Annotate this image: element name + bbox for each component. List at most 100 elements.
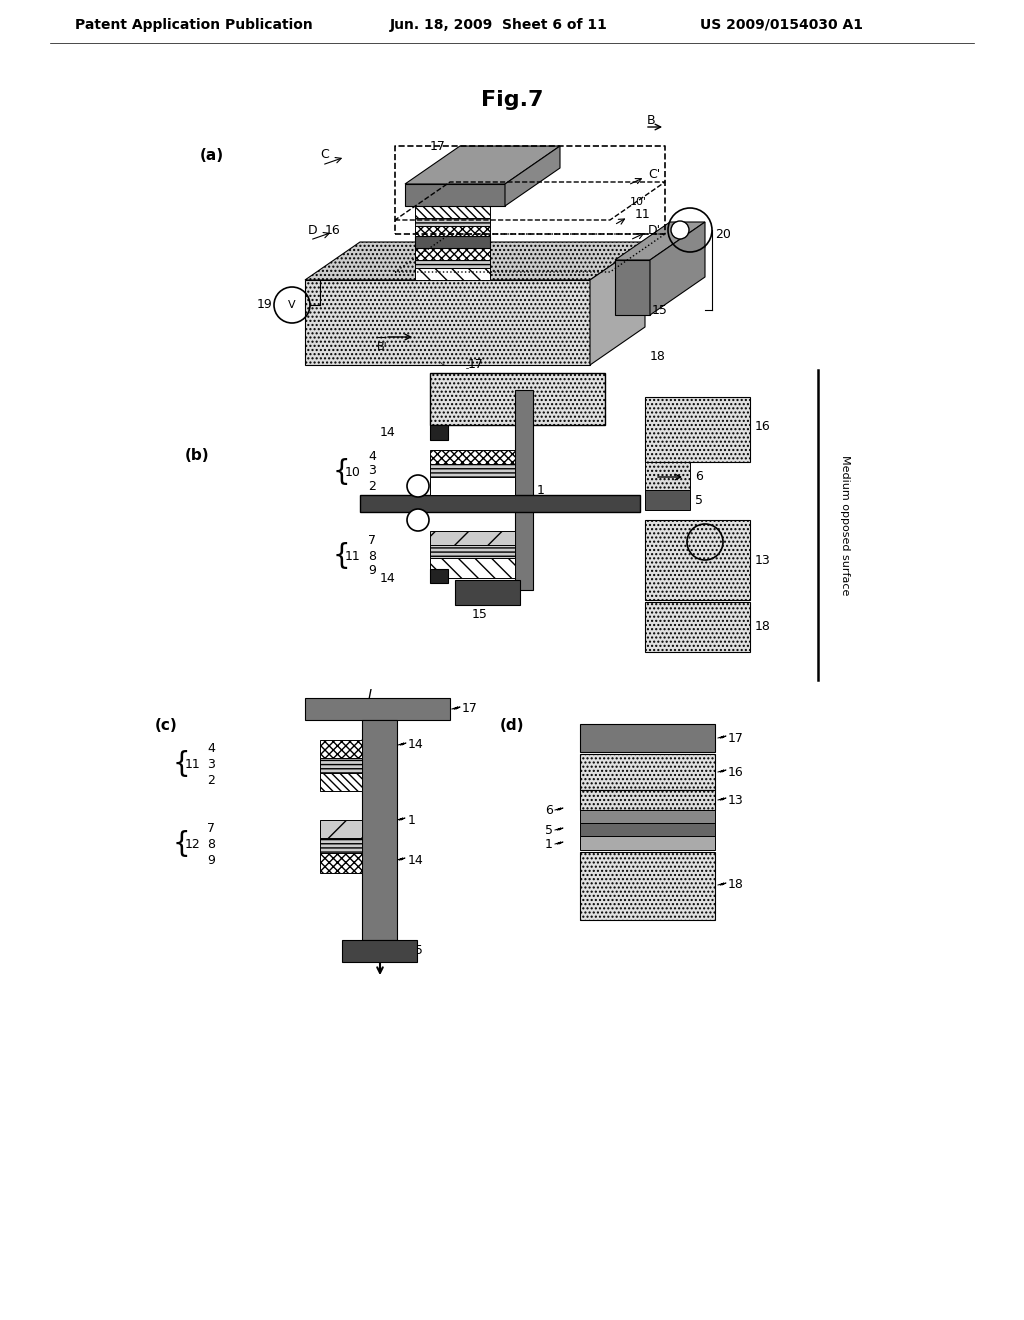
Bar bbox=[645, 520, 750, 601]
Text: 15: 15 bbox=[408, 944, 424, 957]
Text: 8: 8 bbox=[207, 837, 215, 850]
Text: 17: 17 bbox=[430, 140, 445, 153]
Bar bbox=[415, 268, 490, 280]
Text: {: { bbox=[173, 750, 190, 777]
Bar bbox=[430, 477, 515, 495]
Text: 18: 18 bbox=[728, 879, 743, 891]
Text: 5: 5 bbox=[695, 494, 703, 507]
Text: 3: 3 bbox=[368, 465, 376, 478]
Text: (c): (c) bbox=[155, 718, 178, 733]
Text: 13: 13 bbox=[728, 793, 743, 807]
Text: 15: 15 bbox=[472, 609, 487, 622]
Text: {: { bbox=[173, 830, 190, 858]
Bar bbox=[342, 940, 417, 962]
Bar bbox=[645, 490, 690, 510]
Bar bbox=[362, 719, 397, 940]
Polygon shape bbox=[305, 242, 645, 280]
Bar bbox=[430, 450, 515, 465]
Text: Medium opposed surface: Medium opposed surface bbox=[840, 455, 850, 595]
Text: C': C' bbox=[648, 169, 660, 181]
Bar bbox=[580, 723, 715, 752]
Text: (d): (d) bbox=[500, 718, 524, 733]
Text: 4: 4 bbox=[207, 742, 215, 755]
Text: V: V bbox=[701, 537, 709, 546]
Bar bbox=[430, 558, 515, 578]
Text: 14: 14 bbox=[380, 572, 395, 585]
Text: 17: 17 bbox=[728, 731, 743, 744]
Text: 1: 1 bbox=[537, 483, 545, 496]
Bar bbox=[615, 260, 650, 315]
Polygon shape bbox=[305, 280, 590, 366]
Text: 2: 2 bbox=[368, 480, 376, 494]
Text: 10': 10' bbox=[630, 197, 647, 207]
Circle shape bbox=[671, 220, 689, 239]
Bar bbox=[430, 465, 515, 477]
Bar bbox=[430, 425, 449, 440]
Text: Fig.7: Fig.7 bbox=[480, 90, 544, 110]
Text: US 2009/0154030 A1: US 2009/0154030 A1 bbox=[700, 18, 863, 32]
Text: 11: 11 bbox=[635, 209, 650, 222]
Bar bbox=[319, 741, 362, 758]
Text: B': B' bbox=[377, 342, 388, 352]
Bar bbox=[430, 545, 515, 558]
Bar bbox=[319, 758, 362, 774]
Bar bbox=[319, 774, 362, 791]
Text: (b): (b) bbox=[185, 447, 210, 462]
Text: 16: 16 bbox=[755, 421, 771, 433]
Text: (a): (a) bbox=[200, 148, 224, 162]
Text: 17: 17 bbox=[462, 702, 478, 715]
Text: B: B bbox=[647, 114, 655, 127]
Text: 12: 12 bbox=[185, 837, 201, 850]
Bar bbox=[580, 754, 715, 789]
Text: 7: 7 bbox=[207, 821, 215, 834]
Text: D': D' bbox=[648, 223, 662, 236]
Bar bbox=[430, 374, 605, 425]
Text: 17: 17 bbox=[468, 359, 484, 371]
Text: 9: 9 bbox=[368, 564, 376, 577]
Text: 18: 18 bbox=[755, 620, 771, 634]
Bar bbox=[360, 495, 640, 512]
Text: 1: 1 bbox=[545, 837, 553, 850]
Bar bbox=[580, 836, 715, 850]
Bar bbox=[645, 602, 750, 652]
Bar bbox=[580, 851, 715, 920]
Bar bbox=[415, 236, 490, 248]
Bar bbox=[580, 789, 715, 810]
Text: 11: 11 bbox=[185, 758, 201, 771]
Text: 20: 20 bbox=[715, 227, 731, 240]
Text: 4: 4 bbox=[368, 450, 376, 463]
Bar bbox=[319, 853, 362, 873]
Polygon shape bbox=[590, 242, 645, 366]
Polygon shape bbox=[615, 222, 705, 260]
Text: 1: 1 bbox=[408, 813, 416, 826]
Text: V: V bbox=[288, 300, 296, 310]
Polygon shape bbox=[505, 147, 560, 206]
Text: 19: 19 bbox=[256, 298, 272, 312]
Circle shape bbox=[407, 475, 429, 498]
Bar bbox=[415, 226, 490, 236]
Text: 6: 6 bbox=[695, 470, 702, 483]
Bar bbox=[580, 810, 715, 822]
Bar bbox=[415, 218, 490, 226]
Polygon shape bbox=[650, 222, 705, 315]
Bar bbox=[319, 838, 362, 853]
Bar bbox=[406, 183, 505, 206]
Text: 13: 13 bbox=[755, 553, 771, 566]
Bar bbox=[415, 260, 490, 268]
Bar bbox=[305, 698, 450, 719]
Text: C: C bbox=[319, 149, 329, 161]
Text: 9: 9 bbox=[207, 854, 215, 866]
Bar bbox=[580, 822, 715, 836]
Bar bbox=[430, 531, 515, 545]
Text: 14: 14 bbox=[380, 425, 395, 438]
Bar bbox=[430, 569, 449, 583]
Text: {: { bbox=[333, 458, 350, 486]
Text: 3: 3 bbox=[207, 758, 215, 771]
Text: 8: 8 bbox=[368, 549, 376, 562]
Text: D: D bbox=[308, 223, 317, 236]
Text: 14: 14 bbox=[408, 738, 424, 751]
Bar bbox=[415, 248, 490, 260]
Text: 16: 16 bbox=[728, 766, 743, 779]
Text: Jun. 18, 2009  Sheet 6 of 11: Jun. 18, 2009 Sheet 6 of 11 bbox=[390, 18, 608, 32]
Text: 11: 11 bbox=[345, 549, 360, 562]
